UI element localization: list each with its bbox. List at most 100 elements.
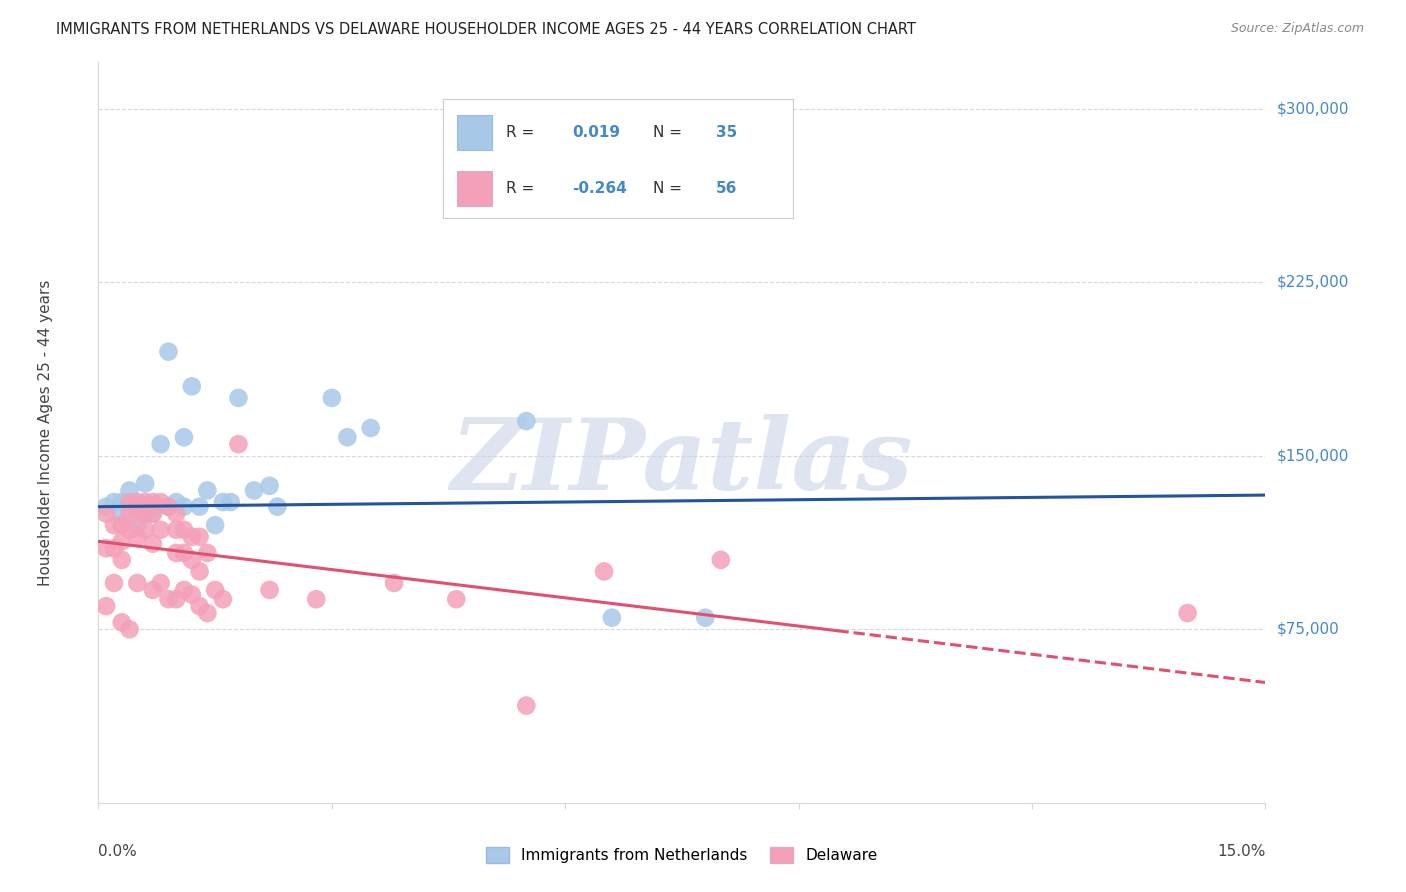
Point (142, 582, 165, 597)
Point (111, 518, 134, 533)
Point (228, 391, 250, 405)
Point (111, 534, 134, 549)
Point (188, 530, 211, 544)
Point (360, 421, 382, 435)
Point (212, 592, 235, 607)
Point (157, 344, 180, 359)
Point (111, 553, 134, 567)
Point (204, 582, 226, 597)
Legend: Immigrants from Netherlands, Delaware: Immigrants from Netherlands, Delaware (479, 841, 884, 870)
Point (165, 592, 187, 607)
Point (134, 507, 156, 521)
Point (1177, 606, 1199, 620)
Point (111, 615, 134, 630)
Point (305, 592, 328, 607)
Point (103, 518, 125, 533)
Point (118, 500, 141, 514)
Point (127, 495, 149, 509)
Point (173, 546, 195, 560)
Point (266, 500, 288, 514)
Point (243, 483, 266, 498)
Point (212, 495, 235, 509)
Point (134, 507, 156, 521)
Point (111, 518, 134, 533)
Point (157, 500, 180, 514)
Point (127, 500, 149, 514)
Point (228, 437, 250, 451)
Point (103, 541, 125, 556)
Point (173, 582, 195, 597)
Point (103, 495, 125, 509)
Point (321, 391, 343, 405)
Point (195, 483, 218, 498)
Point (134, 523, 156, 537)
Point (127, 576, 149, 591)
Point (142, 536, 165, 550)
Point (710, 553, 733, 567)
Point (165, 495, 187, 509)
Point (134, 495, 156, 509)
Text: $75,000: $75,000 (1277, 622, 1340, 637)
Point (165, 546, 187, 560)
Point (127, 507, 149, 521)
Point (180, 553, 202, 567)
Point (180, 379, 202, 393)
Point (336, 430, 359, 444)
Point (165, 507, 187, 521)
Point (142, 500, 165, 514)
Point (142, 507, 165, 521)
Point (173, 430, 195, 444)
Point (118, 523, 141, 537)
Text: 15.0%: 15.0% (1218, 844, 1265, 858)
Point (382, 576, 405, 591)
Point (188, 500, 211, 514)
Text: $225,000: $225,000 (1277, 275, 1348, 290)
Text: IMMIGRANTS FROM NETHERLANDS VS DELAWARE HOUSEHOLDER INCOME AGES 25 - 44 YEARS CO: IMMIGRANTS FROM NETHERLANDS VS DELAWARE … (56, 22, 917, 37)
Point (96, 541, 118, 556)
Point (180, 530, 202, 544)
Point (142, 495, 165, 509)
Point (180, 588, 202, 602)
Point (259, 479, 281, 493)
Point (593, 565, 616, 579)
Point (96, 500, 118, 514)
Text: $300,000: $300,000 (1277, 101, 1348, 116)
Point (127, 530, 149, 544)
Point (204, 518, 226, 533)
Point (111, 507, 134, 521)
Point (165, 523, 187, 537)
Point (695, 610, 717, 624)
Point (515, 414, 537, 428)
Point (173, 523, 195, 537)
Point (149, 523, 172, 537)
Point (188, 599, 211, 614)
Point (195, 606, 218, 620)
Point (103, 576, 125, 591)
Point (515, 698, 537, 713)
Text: Source: ZipAtlas.com: Source: ZipAtlas.com (1230, 22, 1364, 36)
Point (446, 592, 468, 607)
Point (127, 518, 149, 533)
Point (219, 495, 242, 509)
Point (111, 495, 134, 509)
Point (157, 500, 180, 514)
Point (149, 495, 172, 509)
Point (118, 483, 141, 498)
Point (149, 576, 172, 591)
Text: Householder Income Ages 25 - 44 years: Householder Income Ages 25 - 44 years (38, 279, 53, 586)
Point (188, 565, 211, 579)
Point (600, 610, 623, 624)
Point (118, 622, 141, 636)
Text: 0.0%: 0.0% (98, 844, 138, 858)
Point (149, 437, 172, 451)
Point (96, 507, 118, 521)
Text: ZIPatlas: ZIPatlas (451, 414, 912, 510)
Text: $150,000: $150,000 (1277, 449, 1348, 463)
Point (157, 592, 180, 607)
Point (96, 599, 118, 614)
Point (195, 546, 218, 560)
Point (118, 495, 141, 509)
Point (134, 476, 156, 491)
Point (259, 582, 281, 597)
Point (118, 507, 141, 521)
